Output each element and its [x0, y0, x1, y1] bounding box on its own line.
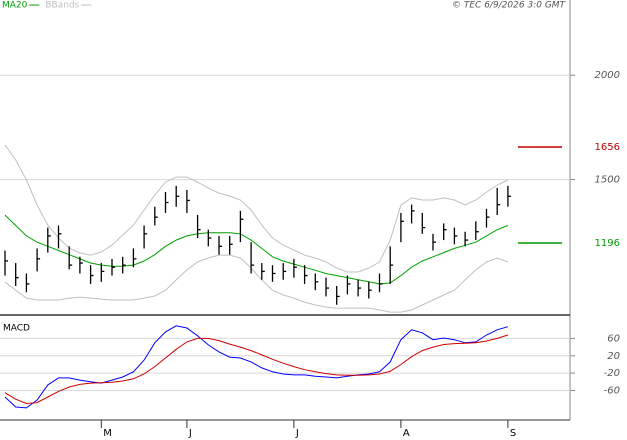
ma-line — [4, 214, 509, 285]
macd-line — [4, 334, 509, 405]
y-tick-label: -20 — [604, 368, 620, 379]
bband-lower — [4, 254, 509, 313]
x-tick-label: J — [295, 428, 299, 439]
y-tick-label: 60 — [607, 333, 620, 344]
y-tick-label: 1500 — [595, 175, 620, 186]
y-tick-label: 20 — [607, 351, 620, 362]
y-tick-label: -60 — [604, 385, 620, 396]
x-tick-label: J — [188, 428, 192, 439]
macd-line — [4, 325, 509, 409]
legend-label: BBands — [45, 1, 79, 11]
macd-title: MACD — [3, 324, 30, 334]
x-tick-label: A — [403, 428, 410, 439]
credit: © TEC 6/9/2026 3:0 GMT — [452, 1, 567, 11]
legend-label: MA20 — [2, 1, 28, 11]
level-label: 1196 — [595, 238, 620, 249]
x-tick-label: S — [510, 428, 516, 439]
x-tick-label: M — [103, 428, 112, 439]
y-tick-label: 2000 — [595, 70, 620, 81]
bband-upper — [4, 144, 509, 273]
level-label: 1656 — [595, 142, 620, 153]
